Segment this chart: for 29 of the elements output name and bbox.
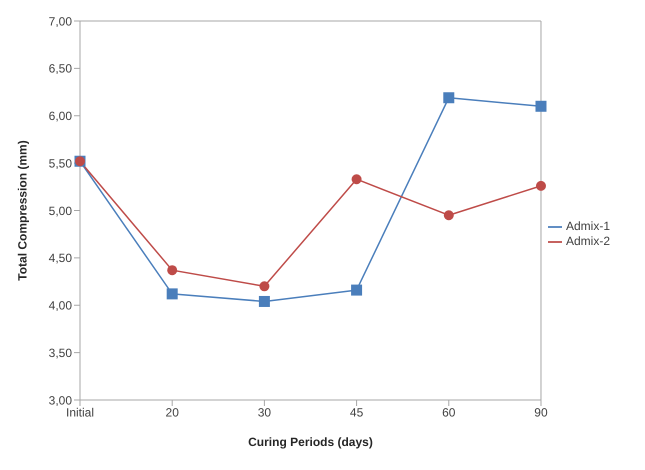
y-tick-label: 6,00	[48, 109, 72, 124]
point	[352, 174, 362, 184]
point	[444, 210, 454, 220]
x-tick-label: 45	[350, 406, 364, 420]
y-tick-label: 5,50	[48, 156, 72, 170]
y-tick-label: 5,00	[48, 204, 72, 218]
point	[535, 100, 546, 112]
point	[351, 284, 362, 296]
y-tick-label: 7,00	[48, 14, 72, 28]
x-tick-label: 20	[166, 406, 180, 420]
y-tick-label: 4,50	[48, 251, 72, 266]
y-tick-label: 3,00	[48, 393, 72, 408]
y-tick-label: 4,00	[48, 298, 72, 313]
point	[258, 296, 270, 307]
point	[259, 281, 270, 292]
point	[536, 180, 546, 191]
y-tick-label: 6,50	[48, 62, 72, 76]
point	[167, 265, 178, 276]
legend-label: Admix-2	[566, 234, 610, 248]
x-tick-label: Initial	[66, 406, 94, 420]
y-axis-title: Total Compression (mm)	[15, 140, 30, 281]
x-axis-title: Curing Periods (days)	[248, 435, 373, 449]
legend-label: Admix-1	[566, 219, 610, 234]
x-tick-label: 30	[258, 406, 272, 420]
y-tick-label: 3,50	[48, 346, 72, 360]
point	[443, 92, 454, 104]
point	[166, 288, 178, 300]
x-tick-label: 90	[534, 406, 548, 420]
x-tick-label: 60	[442, 406, 456, 420]
